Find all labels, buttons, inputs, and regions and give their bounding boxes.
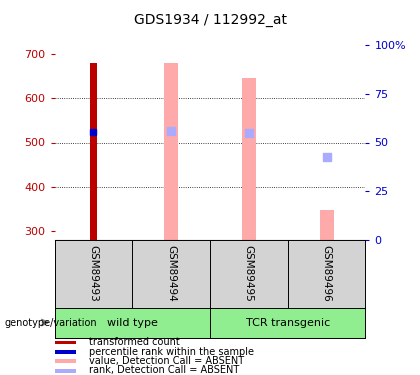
Text: transformed count: transformed count (89, 337, 179, 347)
Text: GSM89496: GSM89496 (322, 245, 331, 302)
Bar (55, 359, 76, 363)
Bar (242, 78, 256, 240)
Text: TCR transgenic: TCR transgenic (246, 318, 330, 327)
Bar (164, 63, 178, 240)
Text: percentile rank within the sample: percentile rank within the sample (89, 346, 254, 357)
Text: genotype/variation: genotype/variation (4, 318, 97, 327)
Bar (89, 63, 97, 240)
Text: GDS1934 / 112992_at: GDS1934 / 112992_at (134, 13, 286, 27)
Bar (55, 369, 76, 373)
Text: value, Detection Call = ABSENT: value, Detection Call = ABSENT (89, 356, 244, 366)
Bar (55, 350, 76, 354)
Text: GSM89494: GSM89494 (166, 245, 176, 302)
Bar (320, 210, 333, 240)
Text: wild type: wild type (107, 318, 158, 327)
Bar (55, 340, 76, 344)
Text: GSM89493: GSM89493 (89, 245, 98, 302)
Text: rank, Detection Call = ABSENT: rank, Detection Call = ABSENT (89, 365, 239, 375)
Text: GSM89495: GSM89495 (244, 245, 254, 302)
